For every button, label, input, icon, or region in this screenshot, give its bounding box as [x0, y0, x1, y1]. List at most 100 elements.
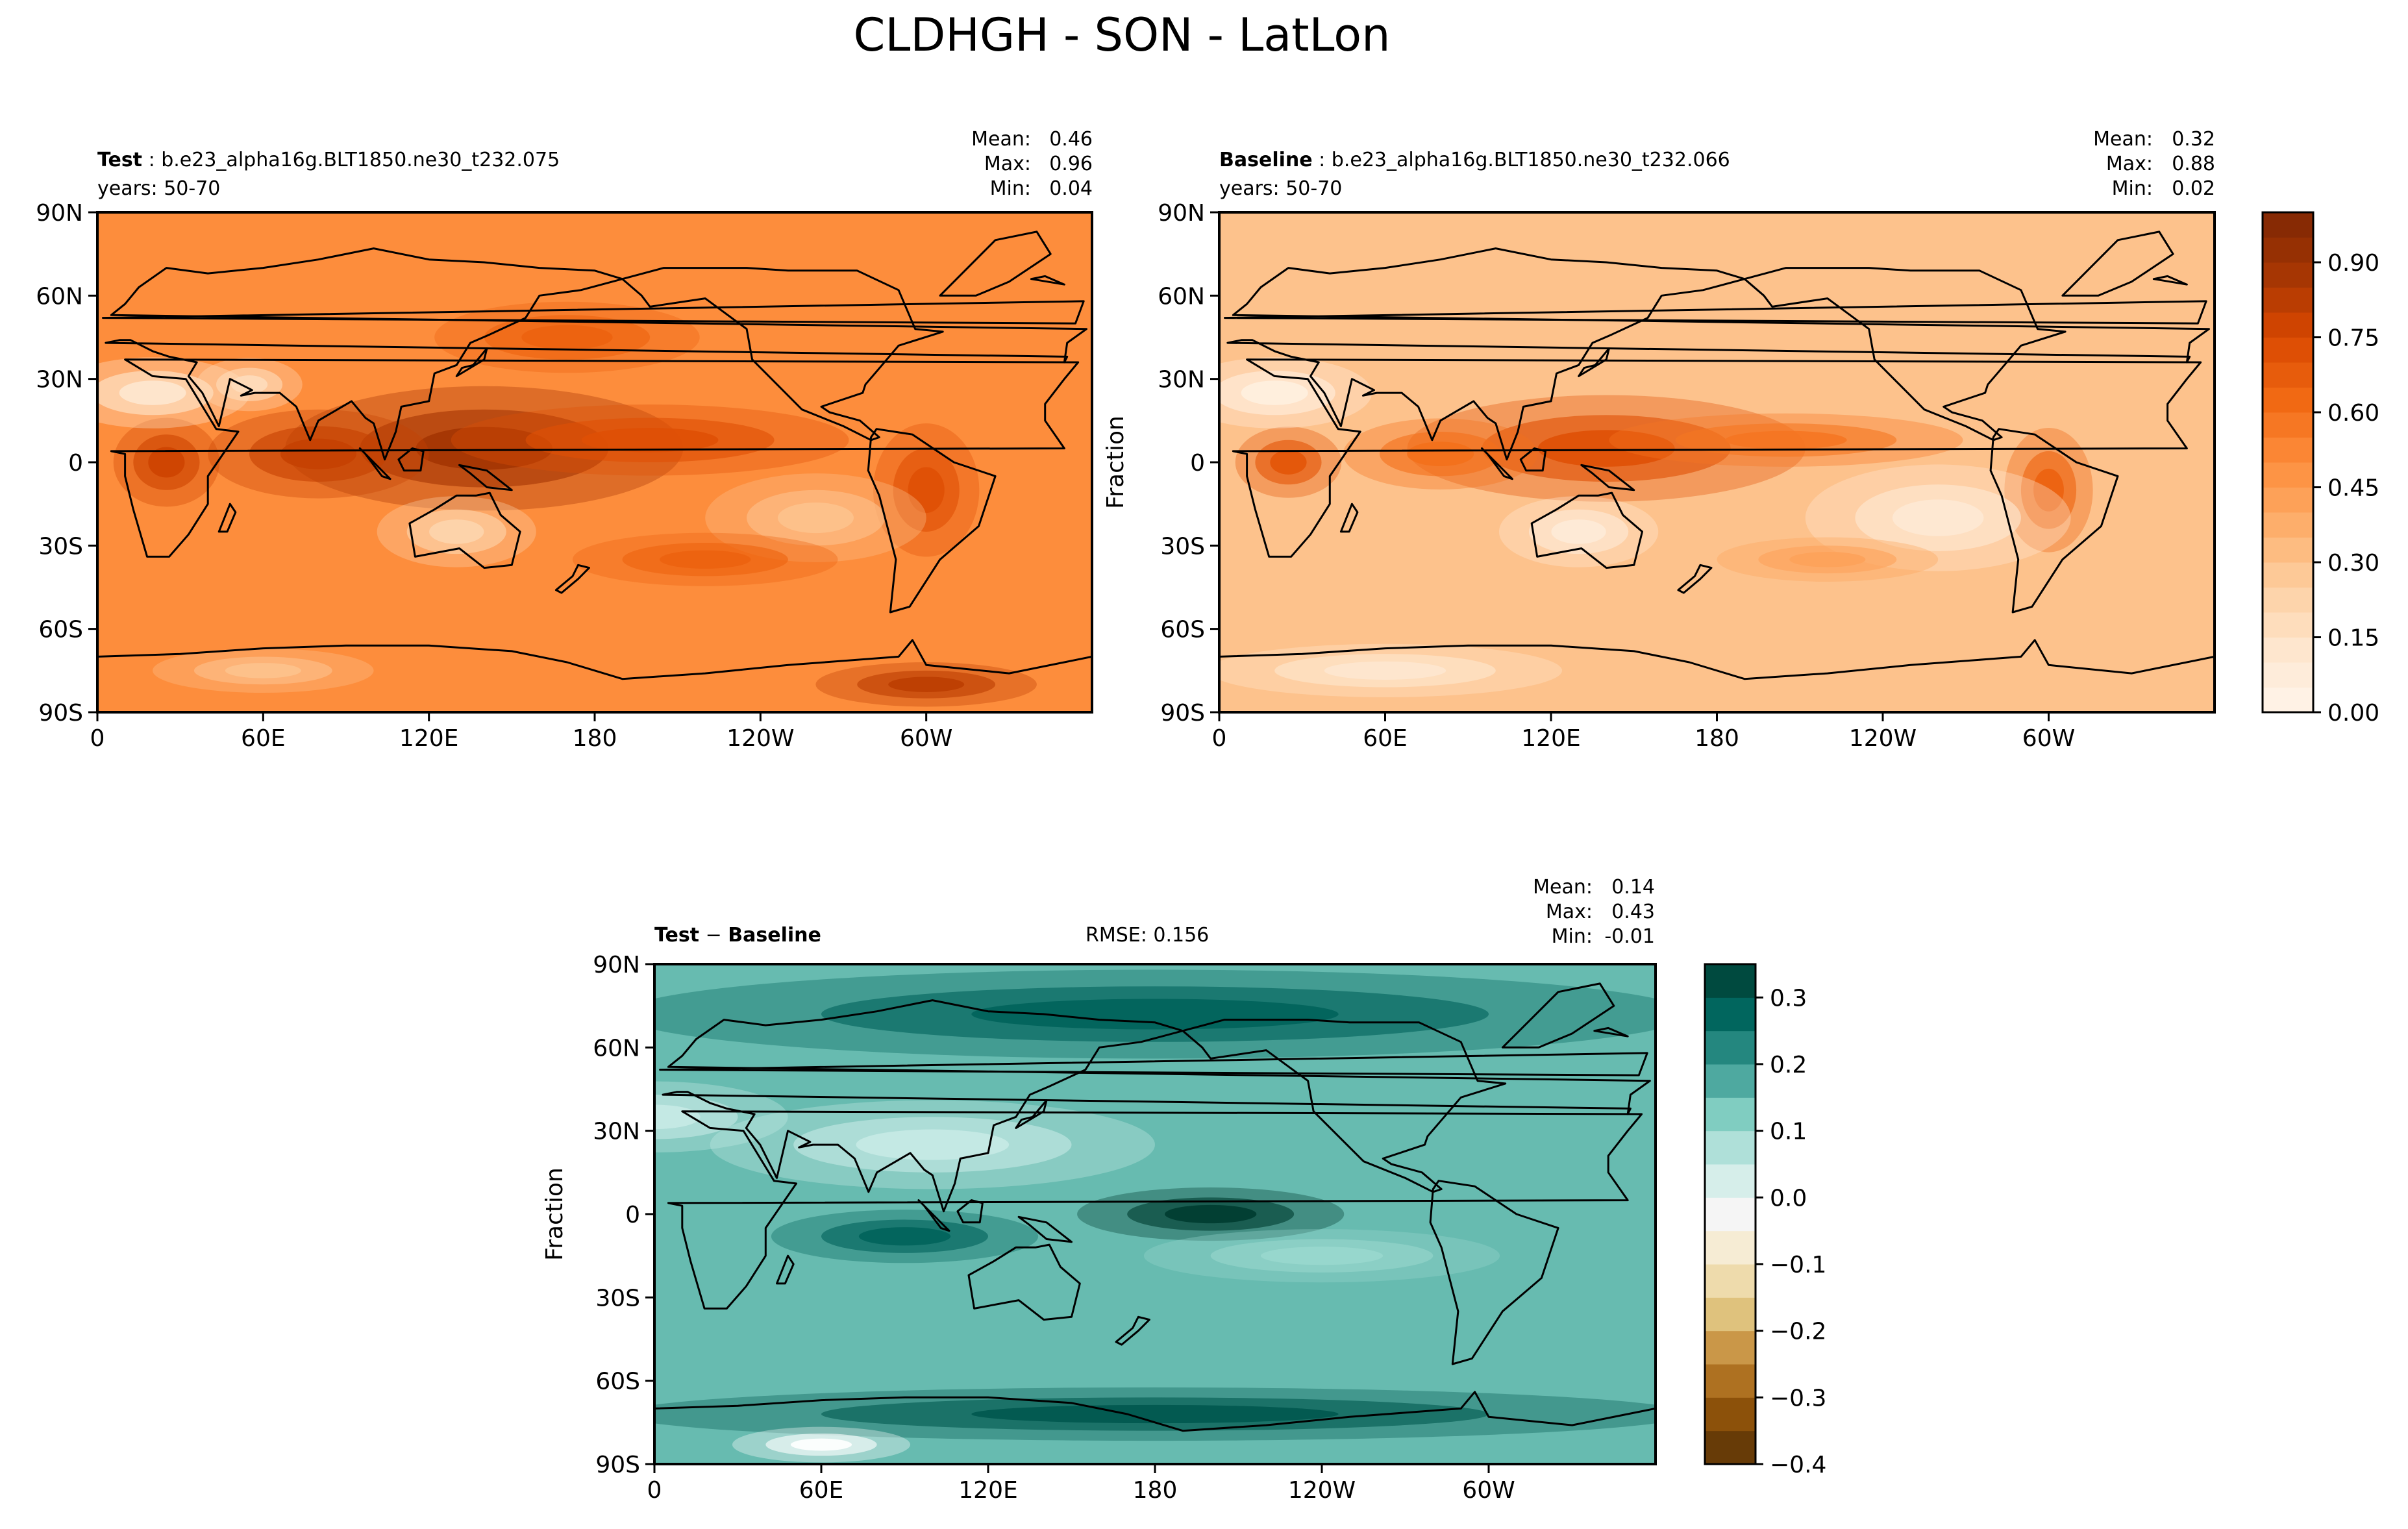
- panel-baseline-label-bold: Baseline: [1219, 149, 1313, 171]
- stat-min-value: 0.02: [2172, 177, 2215, 200]
- stat-mean-value: 0.32: [2172, 128, 2215, 151]
- colorbar-segment: [2263, 212, 2313, 238]
- colorbar-segment: [1705, 1264, 1756, 1298]
- colorbar-tick-label: 0.90: [2327, 250, 2379, 277]
- x-tick-label: 60W: [1462, 1477, 1515, 1504]
- colorbar-segment: [1705, 1330, 1756, 1365]
- colorbar-segment: [2263, 287, 2313, 313]
- coastline: [554, 564, 590, 594]
- field-feature-7: [1892, 499, 1984, 536]
- coastline: [1530, 491, 1643, 569]
- panel-diff: Test − Baseline RMSE: 0.156 Mean: 0.14 M…: [541, 876, 1826, 1504]
- panel-baseline: Baseline : b.e23_alpha16g.BLT1850.ne30_t…: [1102, 128, 2379, 752]
- y-tick-label: 60N: [1158, 283, 1205, 310]
- y-tick-label: 30S: [1160, 533, 1205, 560]
- x-tick-label: 60W: [900, 725, 952, 752]
- y-tick-label: 90N: [593, 952, 640, 978]
- map-baseline: 0 60E 120E 180 120W 60W 90N 60N 30N 0 30S 60S 90S: [1158, 200, 2216, 752]
- stat-mean-label: Mean:: [971, 128, 1031, 151]
- y-tick-label: 30S: [595, 1285, 640, 1311]
- coastline: [2152, 275, 2188, 286]
- field-feature-3: [1270, 450, 1307, 475]
- field-feature-9: [1324, 661, 1446, 680]
- coastline: [2061, 230, 2174, 297]
- field-feature-7: [790, 1438, 852, 1451]
- field-feature-10: [225, 663, 301, 678]
- field-feature-1: [858, 1227, 951, 1246]
- panel-baseline-label-sep: :: [1313, 149, 1332, 171]
- stat-min-value: -0.01: [1604, 925, 1655, 948]
- panel-test-years: years: 50-70: [97, 177, 220, 200]
- field-feature-2: [856, 1129, 1010, 1160]
- map-field: [97, 212, 1092, 712]
- coastline: [1519, 447, 1546, 472]
- colorbar-tick-label: 0.00: [2327, 700, 2379, 727]
- colorbar-segment: [1705, 1364, 1756, 1398]
- coastline: [1481, 447, 1513, 480]
- panel-test-label: Test : b.e23_alpha16g.BLT1850.ne30_t232.…: [97, 149, 560, 171]
- panel-diff-label-bold: Test: [654, 924, 699, 947]
- field-feature-1: [1407, 441, 1474, 466]
- panel-diff-rmse: RMSE: 0.156: [1086, 924, 1209, 947]
- y-tick-label: 60N: [36, 283, 83, 310]
- stat-mean-value: 0.46: [1049, 128, 1093, 151]
- coastline: [939, 230, 1052, 297]
- coastline: [659, 1052, 1648, 1076]
- panel-baseline-stats: Mean: 0.32 Max: 0.88 Min: 0.02: [2093, 128, 2215, 200]
- colorbar-tick-label: 0.3: [1770, 985, 1807, 1012]
- colorbar-tick-label: 0.0: [1770, 1185, 1807, 1212]
- colorbar-segment: [1705, 1097, 1756, 1132]
- colorbar-segment: [1705, 964, 1756, 998]
- coastline: [1030, 275, 1065, 286]
- field-feature-12: [521, 325, 613, 350]
- stat-mean-value: 0.14: [1611, 876, 1655, 899]
- stat-min-value: 0.04: [1049, 177, 1093, 200]
- stat-max-value: 0.96: [1049, 153, 1093, 175]
- x-tick-label: 120W: [1849, 725, 1917, 752]
- coastline: [397, 447, 425, 472]
- colorbar-baseline: 0.00 0.15 0.30 0.45 0.60 0.75 0.90: [2261, 211, 2379, 727]
- coastline: [867, 428, 997, 614]
- coastline: [654, 1391, 1656, 1464]
- field-feature-3: [148, 447, 185, 478]
- colorbar-tick-label: 0.30: [2327, 550, 2379, 577]
- coastline: [1226, 247, 2210, 461]
- colorbar-segment: [2263, 387, 2313, 413]
- coastline: [1580, 464, 1635, 491]
- field-feature-5: [119, 380, 186, 405]
- coastline: [110, 358, 1080, 558]
- coastline: [776, 1254, 795, 1285]
- field-feature-5: [1241, 380, 1308, 405]
- colorbar-segment: [2263, 612, 2313, 638]
- colorbar-tick-label: 0.45: [2327, 475, 2379, 502]
- field-feature-8: [777, 503, 854, 534]
- colorbar-segment: [1705, 1164, 1756, 1198]
- colorbar-tick-label: −0.1: [1770, 1252, 1826, 1278]
- field-feature-4: [2033, 468, 2064, 512]
- x-tick-label: 0: [1212, 725, 1227, 752]
- y-tick-label: 30N: [593, 1119, 640, 1145]
- stat-min-label: Min:: [1552, 925, 1593, 948]
- x-tick-label: 60E: [799, 1477, 844, 1504]
- x-tick-label: 180: [1694, 725, 1739, 752]
- coastline: [1224, 300, 2207, 325]
- map-field: [1219, 212, 2215, 712]
- coastline: [917, 1199, 950, 1232]
- y-tick-label: 30N: [1158, 367, 1205, 393]
- coastline: [956, 1199, 984, 1224]
- y-tick-label: 60S: [1160, 617, 1205, 643]
- coastline: [1339, 503, 1359, 533]
- colorbar-segment: [2263, 637, 2313, 663]
- coastline: [1578, 347, 1610, 377]
- coastline: [621, 267, 944, 441]
- field-feature-2: [1725, 430, 1847, 449]
- y-tick-label: 30N: [36, 367, 83, 393]
- field-feature-11: [888, 677, 965, 692]
- field-feature-6: [1551, 519, 1606, 544]
- colorbar-segment: [2263, 487, 2313, 513]
- colorbar-segment: [1705, 997, 1756, 1032]
- coastline: [1115, 1315, 1150, 1346]
- panel-diff-label-op: −: [699, 924, 728, 947]
- x-tick-label: 60E: [1363, 725, 1408, 752]
